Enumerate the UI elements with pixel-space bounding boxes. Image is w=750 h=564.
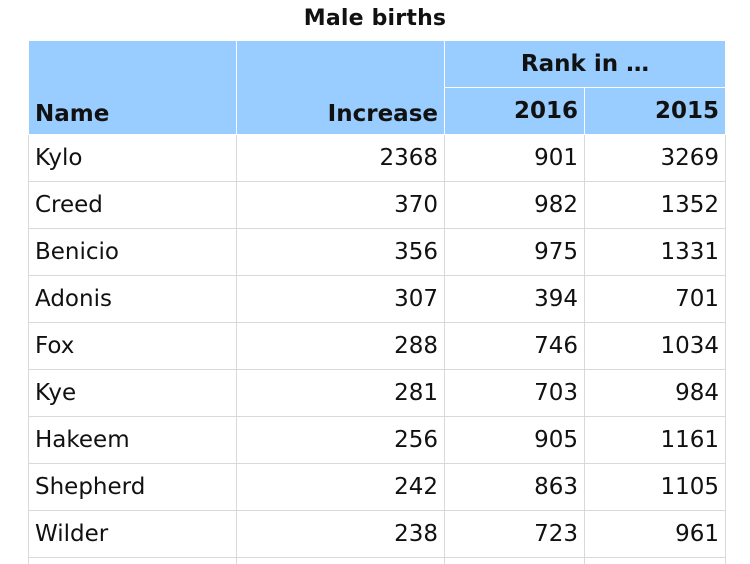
cell-name: Shepherd bbox=[29, 464, 237, 511]
cell-name: Fox bbox=[29, 323, 237, 370]
cell-rank-2016: 746 bbox=[445, 323, 585, 370]
cell-rank-2015: 701 bbox=[585, 276, 726, 323]
cell-rank-2015: 1352 bbox=[585, 182, 726, 229]
cell-rank-2016: 394 bbox=[445, 276, 585, 323]
cell-name: Kye bbox=[29, 370, 237, 417]
cell-rank-2016: 703 bbox=[445, 370, 585, 417]
header-rank-group: Rank in … bbox=[445, 41, 726, 88]
cell-rank-2016: 863 bbox=[445, 464, 585, 511]
table-header: Name Increase Rank in … 2016 2015 bbox=[29, 41, 726, 135]
cell-rank-2016: 975 bbox=[445, 229, 585, 276]
header-increase[interactable]: Increase bbox=[237, 41, 445, 135]
cell-rank-2016: 723 bbox=[445, 511, 585, 558]
cell-rank-2015: 961 bbox=[585, 511, 726, 558]
cell-rank-2015: 984 bbox=[585, 370, 726, 417]
header-rank-2016[interactable]: 2016 bbox=[445, 88, 585, 135]
cell-name: Benicio bbox=[29, 229, 237, 276]
cell-rank-2015: 1034 bbox=[585, 323, 726, 370]
cell-increase: 2368 bbox=[237, 135, 445, 182]
cell-increase: 356 bbox=[237, 229, 445, 276]
cell-name: Creed bbox=[29, 182, 237, 229]
cell-increase: 307 bbox=[237, 276, 445, 323]
cell-increase: 281 bbox=[237, 370, 445, 417]
cell-increase: 288 bbox=[237, 323, 445, 370]
cell-increase: 256 bbox=[237, 417, 445, 464]
cell-increase: 238 bbox=[237, 511, 445, 558]
cell-rank-2015: 3269 bbox=[585, 135, 726, 182]
cell-name: Adonis bbox=[29, 276, 237, 323]
cell-name: Hakeem bbox=[29, 417, 237, 464]
cell-rank-2016: 982 bbox=[445, 182, 585, 229]
cell-name: Wilder bbox=[29, 511, 237, 558]
cell-rank-2015: 1331 bbox=[585, 229, 726, 276]
table-caption: Male births bbox=[0, 6, 750, 31]
header-name[interactable]: Name bbox=[29, 41, 237, 135]
cell-increase: 370 bbox=[237, 182, 445, 229]
cell-name: Kylo bbox=[29, 135, 237, 182]
cell-rank-2016: 901 bbox=[445, 135, 585, 182]
cell-rank-2016: 905 bbox=[445, 417, 585, 464]
cell-increase: 242 bbox=[237, 464, 445, 511]
cell-rank-2015: 1161 bbox=[585, 417, 726, 464]
cell-rank-2015: 1105 bbox=[585, 464, 726, 511]
header-rank-2015[interactable]: 2015 bbox=[585, 88, 726, 135]
